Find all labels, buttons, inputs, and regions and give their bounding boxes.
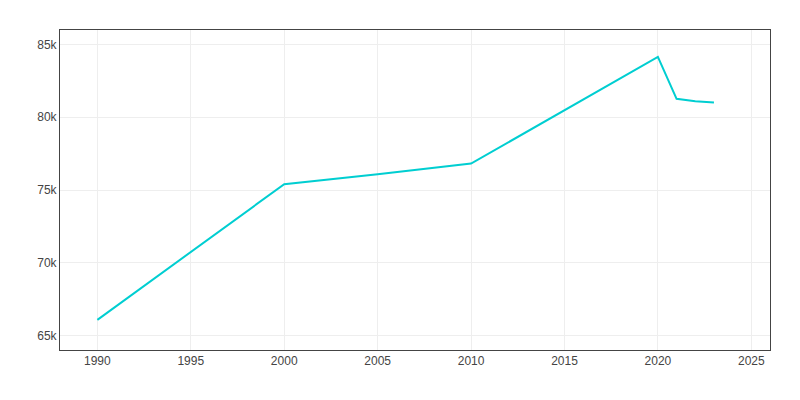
svg-text:1995: 1995 xyxy=(177,354,204,368)
svg-text:65k: 65k xyxy=(37,329,57,343)
svg-text:70k: 70k xyxy=(37,256,57,270)
svg-text:75k: 75k xyxy=(37,183,57,197)
svg-text:1990: 1990 xyxy=(84,354,111,368)
svg-text:2000: 2000 xyxy=(271,354,298,368)
svg-text:80k: 80k xyxy=(37,110,57,124)
svg-text:2020: 2020 xyxy=(645,354,672,368)
svg-text:2025: 2025 xyxy=(738,354,765,368)
svg-text:2015: 2015 xyxy=(551,354,578,368)
svg-text:2010: 2010 xyxy=(458,354,485,368)
svg-text:2005: 2005 xyxy=(364,354,391,368)
svg-text:85k: 85k xyxy=(37,38,57,52)
